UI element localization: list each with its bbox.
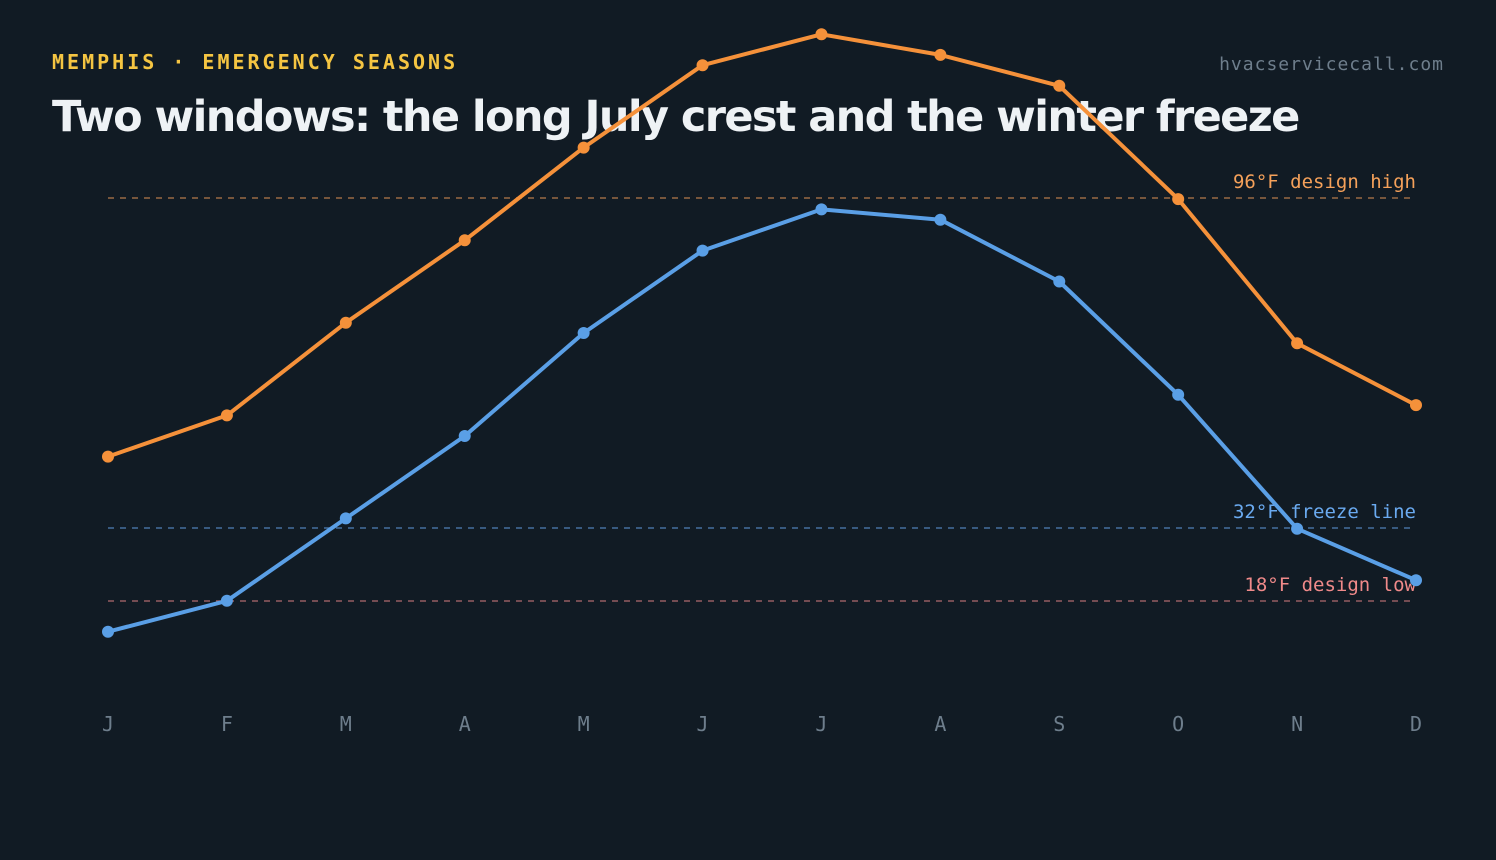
low-temp-point [577, 327, 590, 339]
high-temp-point [815, 28, 828, 41]
high-temp-point [934, 48, 947, 61]
high-temp-point [1291, 337, 1304, 350]
x-tick-label: J [102, 712, 114, 736]
low-temp-point [1291, 522, 1304, 535]
low-temp-point [102, 625, 114, 638]
chart-eyebrow: MEMPHIS · EMERGENCY SEASONS [52, 50, 459, 74]
low-temp-series-line [106, 207, 1418, 634]
series-lines [102, 28, 1422, 638]
x-tick-label: M [578, 712, 590, 736]
x-tick-label: J [815, 712, 827, 736]
high-temp-point [1053, 79, 1066, 92]
low-temp-point [458, 430, 471, 442]
x-tick-label: O [1172, 712, 1184, 736]
high-temp-point [1172, 193, 1185, 206]
x-tick-label: D [1410, 712, 1422, 736]
freeze-line-label: 32°F freeze line [1233, 501, 1416, 523]
low-temp-point [815, 203, 828, 216]
site-url: hvacservicecall.com [1219, 54, 1444, 75]
low-temp-point [220, 594, 233, 607]
high-temp-point [458, 234, 471, 247]
low-temp-point [339, 512, 352, 525]
x-tick-label: A [459, 712, 471, 736]
low-temp-point [1172, 388, 1185, 401]
x-tick-label: F [221, 712, 233, 736]
x-tick-label: J [697, 712, 709, 736]
low-temp-point [1410, 574, 1422, 587]
x-tick-label: S [1053, 712, 1065, 736]
high-temp-point [1410, 399, 1422, 412]
low-temp-point [696, 244, 709, 257]
low-temp-point [934, 213, 947, 226]
design-low-label: 18°F design low [1244, 574, 1416, 596]
x-tick-label: M [340, 712, 352, 736]
design-high-label: 96°F design high [1233, 171, 1416, 193]
high-temp-point [102, 450, 114, 463]
x-tick-label: A [934, 712, 946, 736]
high-temp-series-line [106, 32, 1418, 459]
reference-lines: 96°F design high 32°F freeze line 18°F des… [108, 171, 1417, 602]
high-temp-point [339, 316, 352, 329]
x-tick-label: N [1291, 712, 1303, 736]
high-temp-point [220, 409, 233, 422]
high-temp-point [696, 59, 709, 72]
high-temp-point [577, 141, 590, 154]
low-temp-point [1053, 275, 1066, 288]
